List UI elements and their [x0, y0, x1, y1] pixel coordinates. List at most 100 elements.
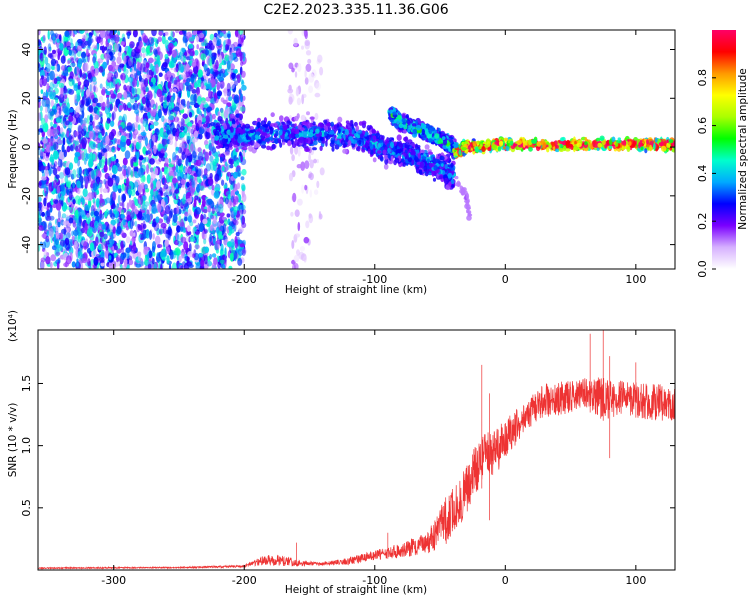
- spectrogram-cell: [94, 220, 99, 229]
- spectrogram-cell: [298, 136, 305, 143]
- spectrogram-cell: [95, 30, 100, 36]
- spectrogram-noise: [38, 30, 247, 269]
- spectrogram-cell: [300, 114, 306, 121]
- spectrogram-cell: [137, 203, 141, 209]
- spectrogram-cell: [147, 90, 153, 101]
- spectrogram-cell: [47, 30, 50, 40]
- spectrogram-cell: [122, 168, 127, 177]
- spectrogram-cell: [49, 261, 53, 269]
- spectrogram-cell: [51, 158, 55, 165]
- spectrogram-cell: [101, 128, 105, 136]
- spectrogram-cell: [224, 247, 227, 257]
- spectrogram-cell: [76, 45, 83, 52]
- spectrogram-cell: [157, 203, 162, 213]
- spectrogram-cell: [169, 46, 173, 55]
- spectrogram-cell: [188, 37, 195, 42]
- spectrogram-cell: [140, 63, 146, 73]
- spectrogram-cell: [367, 148, 371, 154]
- spectrogram-cell: [74, 240, 78, 250]
- spectrogram-cell: [279, 142, 283, 148]
- spectrogram-cell: [169, 251, 174, 260]
- spectrogram-cell: [219, 156, 223, 164]
- spectrogram-cell: [239, 120, 243, 124]
- spectrogram-cell: [167, 230, 171, 241]
- spectrogram-cell: [235, 147, 239, 153]
- spectrogram-cell: [113, 71, 119, 79]
- spectrogram-cell: [193, 197, 197, 207]
- spectrogram-cell: [153, 121, 159, 126]
- spectrogram-cell: [226, 82, 231, 92]
- spectrogram-cell: [66, 45, 71, 51]
- spectrogram-cell: [209, 82, 213, 92]
- spectrogram-cell: [66, 232, 71, 240]
- spectrogram-cell: [143, 89, 146, 95]
- spectrogram-cell: [167, 36, 173, 41]
- spectrogram-cell: [130, 244, 137, 252]
- spectrogram-cell: [96, 137, 101, 144]
- spectrogram-cell: [154, 235, 161, 246]
- spectrogram-cell: [87, 258, 91, 267]
- spectrogram-cell: [182, 118, 185, 127]
- spectrogram-cell: [92, 97, 99, 104]
- spectrogram-cell: [289, 146, 294, 155]
- spectrogram-cell: [288, 96, 293, 105]
- spectrogram-cell: [203, 208, 208, 214]
- spectrogram-cell: [143, 183, 148, 190]
- spectrogram-cell: [68, 217, 74, 224]
- spectrogram-cell: [156, 180, 161, 190]
- spectrogram-cell: [52, 49, 56, 55]
- spectrogram-cell: [301, 184, 305, 194]
- spectrogram-cell: [189, 195, 193, 203]
- spectrogram-cell: [208, 49, 213, 58]
- spectrogram-cell: [211, 253, 217, 258]
- spectrogram-cell: [76, 167, 82, 175]
- spectrogram-cell: [64, 94, 68, 100]
- spectrogram-cell: [309, 116, 315, 120]
- spectrogram-cell: [183, 30, 187, 37]
- spectrogram-cell: [106, 99, 110, 109]
- spectrogram-cell: [40, 165, 46, 171]
- spectrogram-cell: [175, 131, 179, 142]
- figure-title: C2E2.2023.335.11.36.G06: [263, 2, 448, 18]
- spectrogram-cell: [177, 183, 182, 189]
- spectrogram-cell: [166, 255, 170, 264]
- spectrogram-cell: [216, 81, 221, 91]
- spectrogram-cell: [103, 179, 107, 185]
- spectrogram-cell: [379, 156, 384, 162]
- spectrogram-cell: [164, 73, 168, 81]
- spectrogram-cell: [295, 88, 300, 97]
- spectrogram-cell: [99, 102, 104, 107]
- spectrogram-cell: [113, 233, 117, 238]
- spectrogram-cell: [444, 177, 448, 182]
- spectrogram-cell: [291, 240, 295, 249]
- spectrogram-cell: [304, 39, 311, 46]
- spectrogram-cell: [76, 66, 80, 76]
- spectrogram-cell: [202, 198, 206, 207]
- spectrogram-cell: [187, 215, 193, 223]
- spectrogram-cell: [95, 177, 100, 187]
- spectrogram-cell: [145, 229, 150, 239]
- spectrogram-cell: [158, 72, 163, 77]
- spectrogram-cell: [40, 89, 44, 94]
- spectrogram-cell: [97, 58, 104, 64]
- spectrogram-cell: [49, 93, 55, 100]
- spectrogram-cell: [65, 180, 72, 187]
- spectrogram-cell: [56, 63, 61, 72]
- spectrogram-cell: [73, 155, 79, 164]
- spectrogram-cell: [64, 167, 71, 176]
- spectrogram-cell: [320, 123, 325, 128]
- spectrogram-cell: [297, 124, 302, 130]
- spectrogram-cell: [101, 86, 106, 96]
- spectrogram-cell: [278, 129, 283, 136]
- spectrogram-cell: [228, 52, 233, 62]
- spectrogram-cell: [112, 164, 118, 175]
- spectrogram-cell: [173, 67, 179, 73]
- spectrogram-cell: [261, 144, 267, 149]
- spectrogram-cell: [66, 145, 71, 153]
- spectrogram-cell: [168, 158, 172, 164]
- spectrogram-cell: [401, 158, 405, 163]
- spectrogram-cell: [159, 94, 164, 103]
- spectrogram-cell: [120, 193, 126, 203]
- spectrogram-cell: [112, 191, 117, 201]
- spectrogram-cell: [151, 30, 157, 37]
